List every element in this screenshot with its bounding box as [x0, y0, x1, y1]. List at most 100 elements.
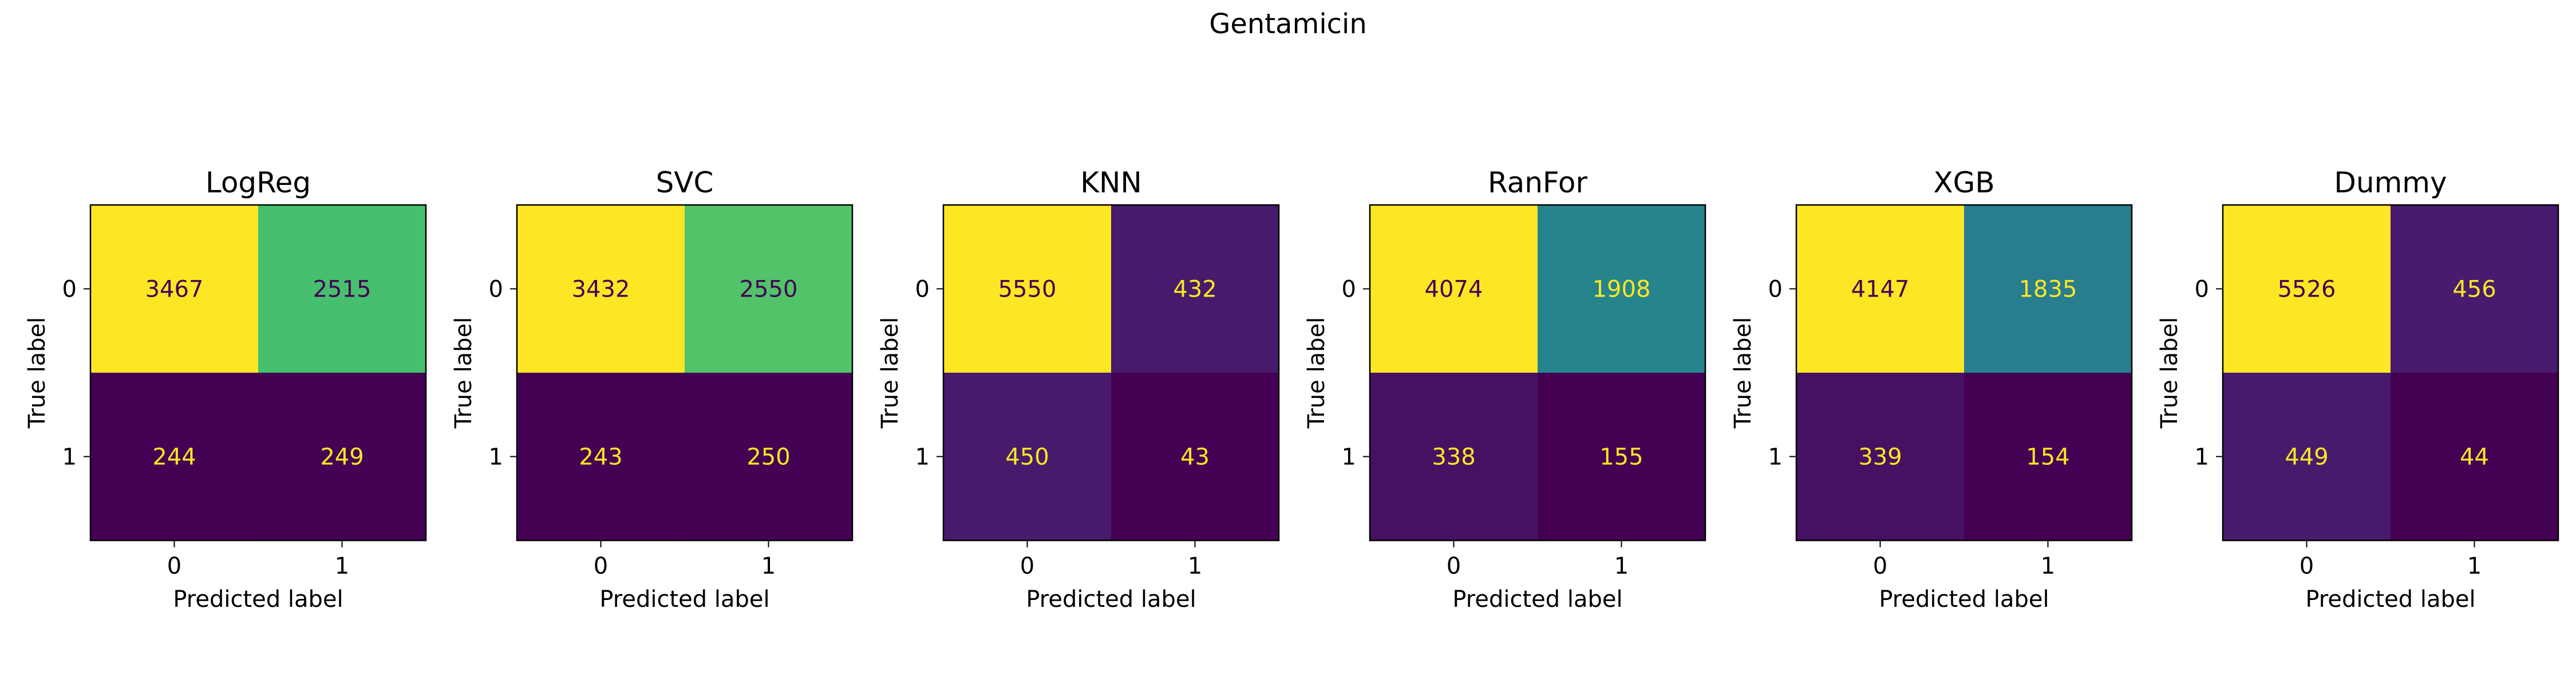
x-tick-label: 0: [167, 553, 181, 579]
panel-title: Dummy: [2334, 166, 2447, 199]
y-tick-label: 0: [2195, 277, 2209, 303]
matrix-cell: [1538, 205, 1705, 373]
matrix-cell: [1796, 373, 1964, 540]
y-axis-label: True label: [451, 317, 477, 429]
x-tick-label: 1: [335, 553, 349, 579]
panel-svc: SVC 3432 2550 243 250 0 1 0 1 Predicted label True…: [451, 166, 854, 613]
panel-logreg: LogReg 3467 2515 244 249 0 1 0 1 Predicted label T…: [24, 166, 427, 613]
y-tick-label: 1: [1342, 444, 1356, 471]
matrix-cell: [1370, 373, 1538, 540]
x-axis-label: Predicted label: [2305, 586, 2475, 613]
matrix-cell: [258, 205, 426, 373]
cell-value-label: 450: [1005, 444, 1049, 471]
axes-frame: [1795, 204, 2133, 542]
axes-frame: [516, 204, 854, 542]
matrix-cell: [1964, 205, 2132, 373]
y-tick-label: 0: [489, 277, 503, 303]
cell-value-label: 4074: [1425, 277, 1483, 303]
y-tick-label: 0: [1342, 277, 1356, 303]
x-tick-label: 1: [2041, 553, 2055, 579]
y-tick-label: 1: [1768, 444, 1783, 471]
matrix-cell: [685, 205, 852, 373]
panels: LogReg 3467 2515 244 249 0 1 0 1 Predicted label T…: [24, 166, 2559, 613]
matrix-cell: [1796, 205, 1964, 373]
matrix-cell: [685, 373, 852, 540]
cell-value-label: 43: [1180, 444, 1210, 471]
x-axis-label: Predicted label: [599, 586, 769, 613]
y-tick-label: 0: [62, 277, 77, 303]
y-tick-label: 1: [489, 444, 503, 471]
x-tick-label: 0: [594, 553, 608, 579]
axes-frame: [2222, 204, 2559, 542]
matrix-cell: [258, 373, 426, 540]
cell-value-label: 244: [152, 444, 196, 471]
y-tick-label: 1: [2195, 444, 2209, 471]
axes-frame: [89, 204, 427, 542]
x-tick-label: 0: [1447, 553, 1461, 579]
cell-value-label: 243: [579, 444, 622, 471]
cell-value-label: 339: [1858, 444, 1902, 471]
x-axis-label: Predicted label: [1026, 586, 1196, 613]
cell-value-label: 4147: [1851, 277, 1910, 303]
cell-value-label: 5550: [998, 277, 1057, 303]
panel-knn: KNN 5550 432 450 43 0 1 0 1 Predicted label True l…: [877, 166, 1280, 613]
x-axis-label: Predicted label: [1452, 586, 1622, 613]
cell-value-label: 1835: [2019, 277, 2077, 303]
y-tick-label: 0: [1768, 277, 1783, 303]
cell-value-label: 250: [746, 444, 790, 471]
matrix-cell: [2223, 205, 2391, 373]
panel-title: KNN: [1080, 166, 1142, 199]
panel-xgb: XGB 4147 1835 339 154 0 1 0 1 Predicted label True…: [1730, 166, 2133, 613]
matrix-cell: [1370, 205, 1538, 373]
y-axis-label: True label: [1303, 317, 1330, 429]
panel-dummy: Dummy 5526 456 449 44 0 1 0 1 Predicted label True…: [2156, 166, 2559, 613]
matrix-cell: [943, 205, 1111, 373]
axes-frame: [1369, 204, 1706, 542]
matrix-cell: [1111, 373, 1279, 540]
matrix-cell: [90, 373, 258, 540]
panel-ranfor: RanFor 4074 1908 338 155 0 1 0 1 Predicted label T…: [1303, 166, 1706, 613]
cell-value-label: 449: [2285, 444, 2328, 471]
x-axis-label: Predicted label: [173, 586, 343, 613]
cell-value-label: 338: [1432, 444, 1475, 471]
matrix-cell: [2391, 373, 2558, 540]
matrix-cell: [1538, 373, 1705, 540]
x-axis-label: Predicted label: [1879, 586, 2049, 613]
cell-value-label: 3432: [572, 277, 630, 303]
x-tick-label: 1: [1614, 553, 1629, 579]
matrix-cell: [2391, 205, 2558, 373]
y-axis-label: True label: [24, 317, 50, 429]
cell-value-label: 3467: [145, 277, 204, 303]
x-tick-label: 1: [1188, 553, 1202, 579]
matrix-cell: [2223, 373, 2391, 540]
x-tick-label: 1: [2467, 553, 2482, 579]
cell-value-label: 155: [1599, 444, 1643, 471]
x-tick-label: 0: [1873, 553, 1887, 579]
cell-value-label: 2550: [740, 277, 798, 303]
matrix-cell: [517, 373, 685, 540]
axes-frame: [942, 204, 1280, 542]
x-tick-label: 0: [2300, 553, 2314, 579]
x-tick-label: 1: [761, 553, 776, 579]
matrix-cell: [943, 373, 1111, 540]
panel-title: LogReg: [206, 166, 311, 199]
panel-title: SVC: [656, 166, 714, 199]
y-axis-label: True label: [2156, 317, 2183, 429]
panel-title: RanFor: [1488, 166, 1588, 199]
y-tick-label: 1: [62, 444, 77, 471]
cell-value-label: 154: [2026, 444, 2069, 471]
cell-value-label: 44: [2460, 444, 2489, 471]
panel-title: XGB: [1933, 166, 1994, 199]
matrix-cell: [517, 205, 685, 373]
y-axis-label: True label: [877, 317, 903, 429]
cell-value-label: 432: [1173, 277, 1216, 303]
cell-value-label: 5526: [2278, 277, 2336, 303]
matrix-cell: [1964, 373, 2132, 540]
figure-title: Gentamicin: [1209, 8, 1367, 40]
y-tick-label: 0: [915, 277, 930, 303]
matrix-cell: [1111, 205, 1279, 373]
y-axis-label: True label: [1730, 317, 1756, 429]
x-tick-label: 0: [1020, 553, 1034, 579]
cell-value-label: 249: [320, 444, 364, 471]
